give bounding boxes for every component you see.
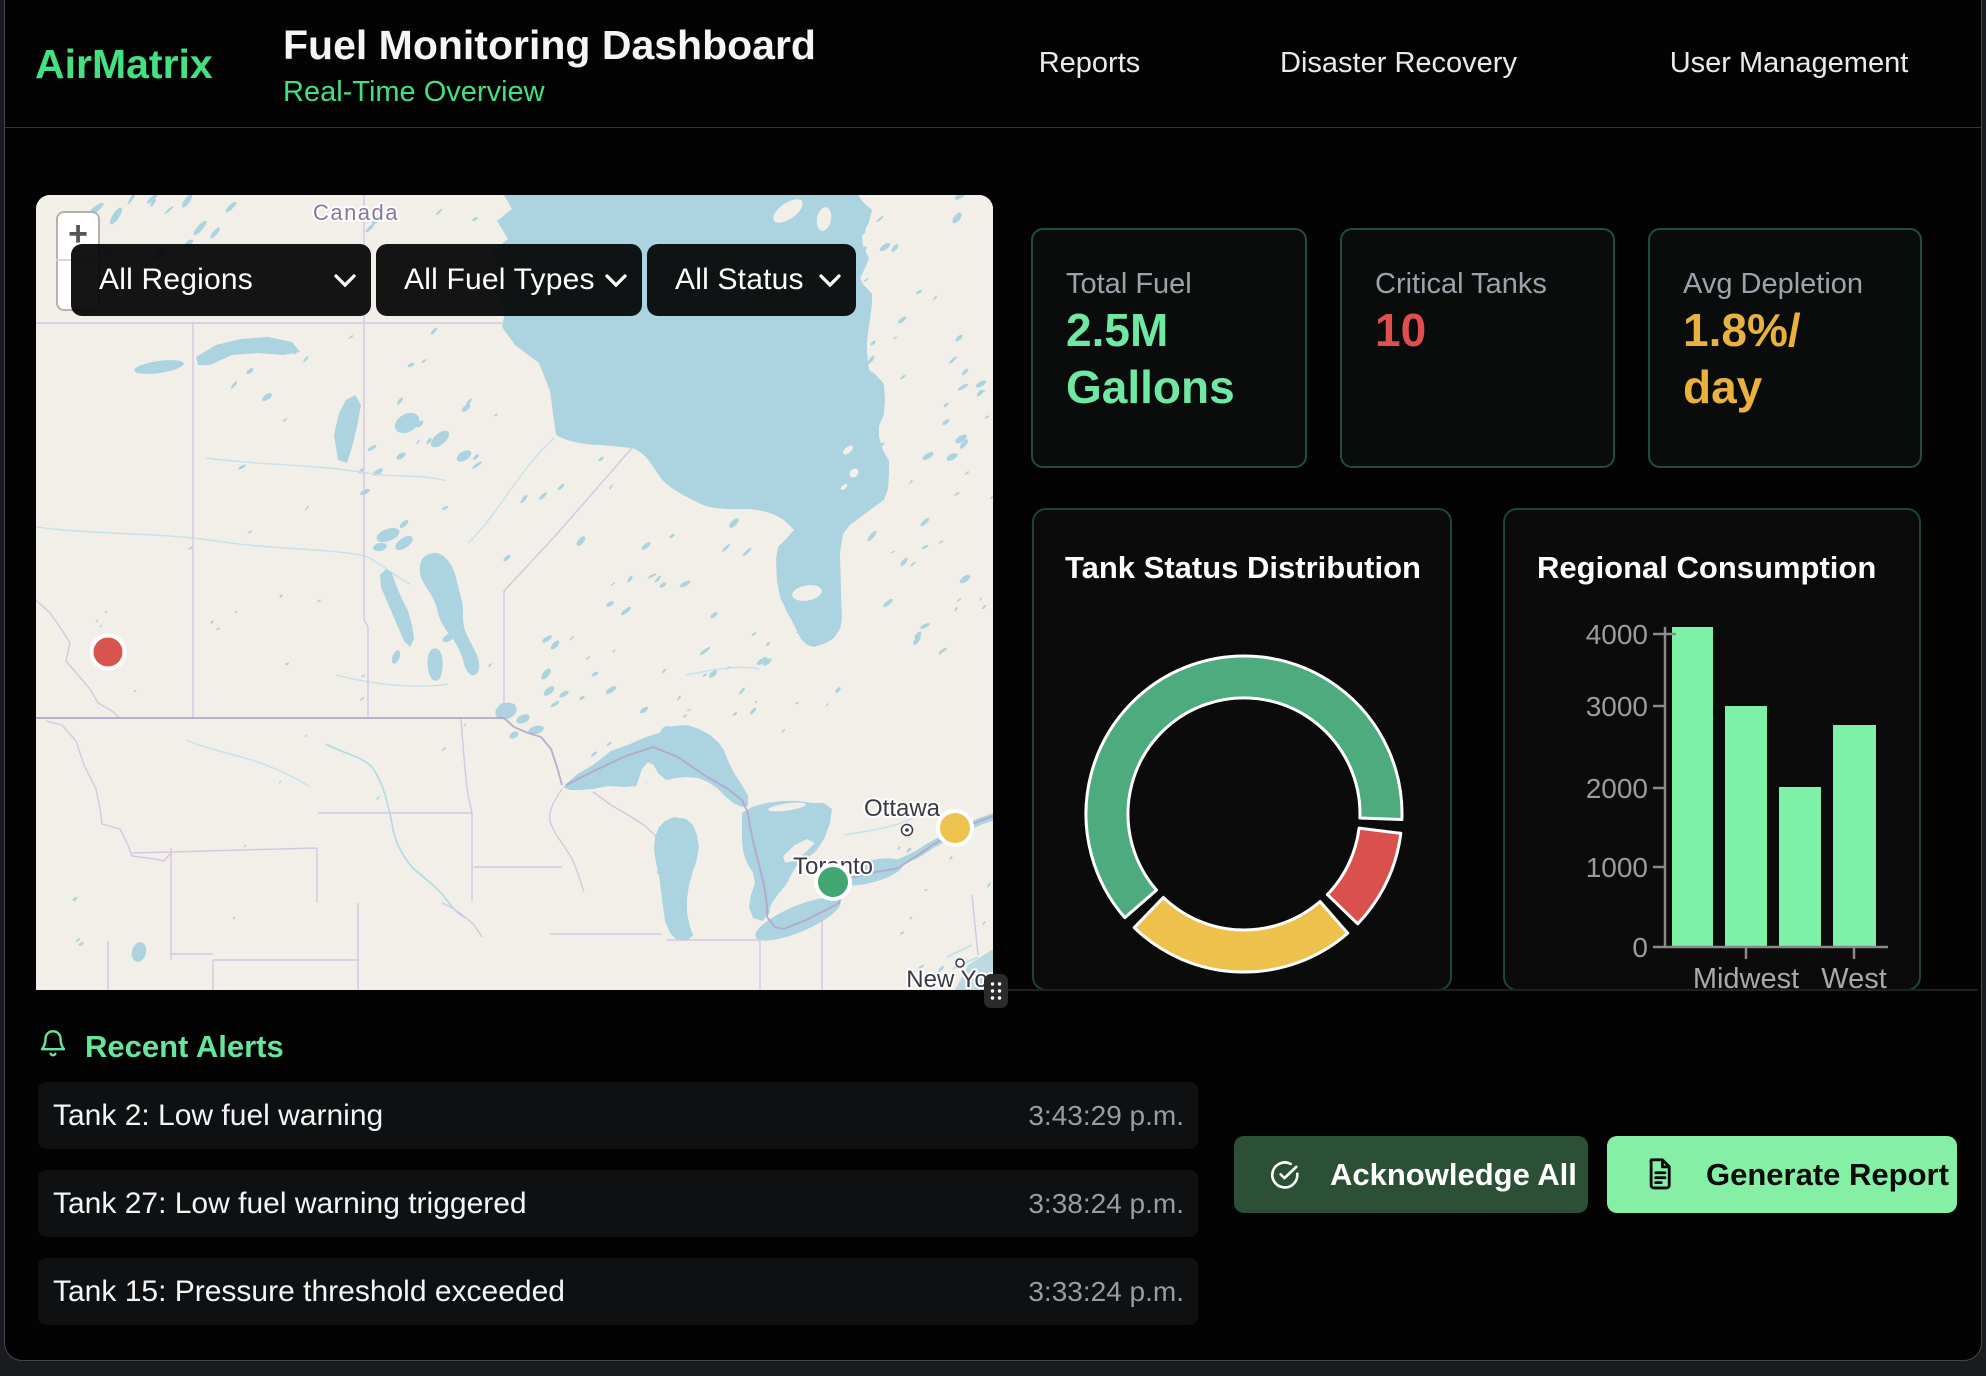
svg-text:1000: 1000 [1586, 852, 1648, 883]
svg-text:4000: 4000 [1586, 619, 1648, 650]
svg-text:West: West [1821, 963, 1887, 991]
svg-text:0: 0 [1632, 932, 1648, 963]
svg-text:3000: 3000 [1586, 691, 1648, 722]
svg-text:Canada: Canada [313, 200, 399, 225]
svg-text:Midwest: Midwest [1693, 963, 1799, 991]
svg-text:2000: 2000 [1586, 773, 1648, 804]
svg-text:Ottawa: Ottawa [864, 795, 941, 822]
svg-text:New York: New York [906, 966, 993, 990]
